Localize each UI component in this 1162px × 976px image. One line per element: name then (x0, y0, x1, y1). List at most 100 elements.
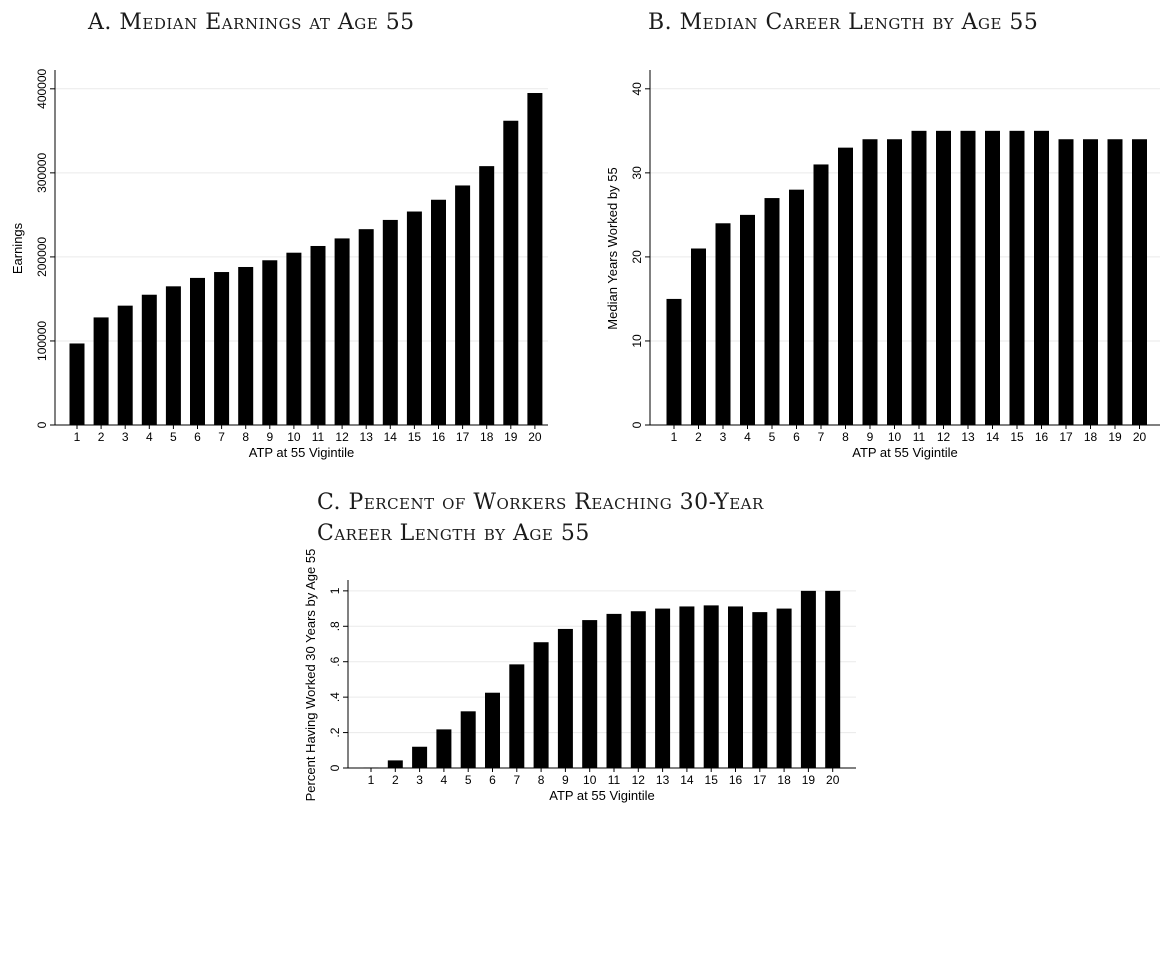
chart-b-y-tick-label: 0 (630, 421, 644, 428)
chart-b-x-tick-label: 19 (1108, 430, 1122, 444)
chart-c-bar (436, 729, 452, 768)
chart-a-x-tick-label: 12 (335, 430, 349, 444)
chart-a-x-tick-label: 16 (432, 430, 446, 444)
chart-a-x-tick-label: 3 (122, 430, 129, 444)
chart-a-x-tick-label: 8 (242, 430, 249, 444)
chart-c-bar (533, 642, 549, 768)
chart-a-bar (406, 211, 422, 425)
chart-b-bar (691, 248, 706, 425)
chart-b-bar (666, 298, 682, 425)
chart-b-bar (813, 164, 829, 425)
chart-c-y-axis-title: Percent Having Worked 30 Years by Age 55 (303, 549, 318, 802)
chart-c-bar (557, 628, 573, 768)
chart-c-x-tick-label: 20 (826, 773, 840, 787)
chart-b-x-tick-label: 9 (867, 430, 874, 444)
chart-c-x-tick-label: 13 (656, 773, 670, 787)
chart-b-bar (838, 147, 853, 425)
chart-c-x-tick-label: 12 (632, 773, 646, 787)
chart-b-x-tick-label: 10 (888, 430, 902, 444)
chart-c-bar (582, 620, 598, 768)
chart-a-x-tick-label: 13 (360, 430, 374, 444)
chart-b-x-tick-label: 2 (695, 430, 702, 444)
chart-c-bar (485, 692, 500, 768)
chart-c-y-tick-label: 1 (328, 587, 342, 594)
chart-b-bar (887, 139, 902, 425)
chart-c-bar (460, 711, 476, 768)
chart-c-bar (800, 590, 816, 768)
chart-c-x-tick-label: 19 (802, 773, 816, 787)
chart-c-bar (606, 613, 622, 768)
chart-c-x-tick-label: 4 (441, 773, 448, 787)
chart-a-bar (358, 229, 374, 425)
chart-b-bar (862, 139, 878, 425)
chart-c-bar (509, 664, 525, 768)
chart-c-bar (363, 767, 379, 769)
chart-b-y-tick-label: 40 (630, 82, 644, 96)
chart-b-bar (936, 130, 951, 426)
chart-b-bar (789, 189, 804, 425)
chart-b-bar (911, 130, 927, 426)
chart-c-x-tick-label: 6 (489, 773, 496, 787)
chart-b-x-tick-label: 16 (1035, 430, 1049, 444)
chart-a-y-tick-label: 0 (35, 421, 49, 428)
chart-b-x-tick-label: 3 (720, 430, 727, 444)
chart-c-bar (752, 612, 768, 768)
chart-b-bar (1132, 139, 1147, 425)
chart-b-x-tick-label: 17 (1059, 430, 1073, 444)
chart-b-bar (1034, 130, 1049, 426)
chart-a-x-tick-label: 9 (266, 430, 273, 444)
chart-c-bar (703, 605, 719, 768)
chart-b-bar (715, 223, 731, 425)
chart-b-x-axis-title: ATP at 55 Vigintile (852, 445, 958, 460)
chart-a-y-axis-title: Earnings (10, 222, 25, 274)
chart-b-x-tick-label: 5 (769, 430, 776, 444)
chart-a-y-tick-label: 400000 (35, 68, 49, 108)
chart-a-x-tick-label: 18 (480, 430, 494, 444)
panel-a-title: A. Median Earnings at Age 55 (88, 10, 415, 35)
chart-b-x-tick-label: 18 (1084, 430, 1098, 444)
chart-c-x-tick-label: 11 (608, 773, 621, 787)
chart-b-y-tick-label: 10 (630, 334, 644, 348)
chart-c-x-tick-label: 18 (777, 773, 791, 787)
chart-c-x-tick-label: 14 (680, 773, 694, 787)
chart-a-x-tick-label: 11 (312, 430, 325, 444)
chart-c-y-tick-label: 0 (328, 764, 342, 771)
chart-a-y-tick-label: 100000 (35, 321, 49, 361)
chart-b-bar (764, 198, 780, 425)
chart-a-bar (455, 185, 471, 425)
chart-c-bar (630, 611, 646, 768)
chart-b-x-tick-label: 20 (1133, 430, 1147, 444)
chart-b-x-tick-label: 15 (1010, 430, 1024, 444)
chart-a-bar (382, 219, 398, 425)
chart-a-bar (262, 260, 278, 425)
chart-c-x-tick-label: 5 (465, 773, 472, 787)
chart-b-x-tick-label: 6 (793, 430, 800, 444)
chart-a-bar (238, 266, 254, 425)
chart-b-y-tick-label: 20 (630, 250, 644, 264)
chart-a-bar (214, 272, 230, 425)
chart-a-bar (117, 305, 133, 425)
chart-b-y-tick-label: 30 (630, 166, 644, 180)
chart-a-x-tick-label: 5 (170, 430, 177, 444)
chart-b-bar (1107, 139, 1123, 425)
chart-b-x-tick-label: 13 (961, 430, 975, 444)
chart-a-bar (310, 245, 326, 425)
chart-c-x-tick-label: 10 (583, 773, 597, 787)
chart-b-y-axis-title: Median Years Worked by 55 (605, 167, 620, 329)
chart-a-x-tick-label: 4 (146, 430, 153, 444)
chart-b-x-tick-label: 4 (744, 430, 751, 444)
chart-a-x-tick-label: 10 (287, 430, 301, 444)
chart-c-bar (776, 608, 792, 768)
chart-b-bar (985, 130, 1000, 426)
chart-c-x-tick-label: 9 (562, 773, 569, 787)
chart-a-bar (190, 277, 205, 425)
chart-c-bar (728, 606, 743, 768)
chart-c-y-tick-label: .8 (328, 621, 342, 631)
chart-a-bar (503, 120, 519, 425)
chart-c-x-tick-label: 17 (753, 773, 767, 787)
chart-b-x-tick-label: 12 (937, 430, 951, 444)
chart-a-x-tick-label: 17 (456, 430, 470, 444)
panel-b-title: B. Median Career Length by Age 55 (648, 10, 1039, 35)
chart-c-bar (825, 590, 841, 768)
chart-c-y-tick-label: .2 (328, 727, 342, 737)
